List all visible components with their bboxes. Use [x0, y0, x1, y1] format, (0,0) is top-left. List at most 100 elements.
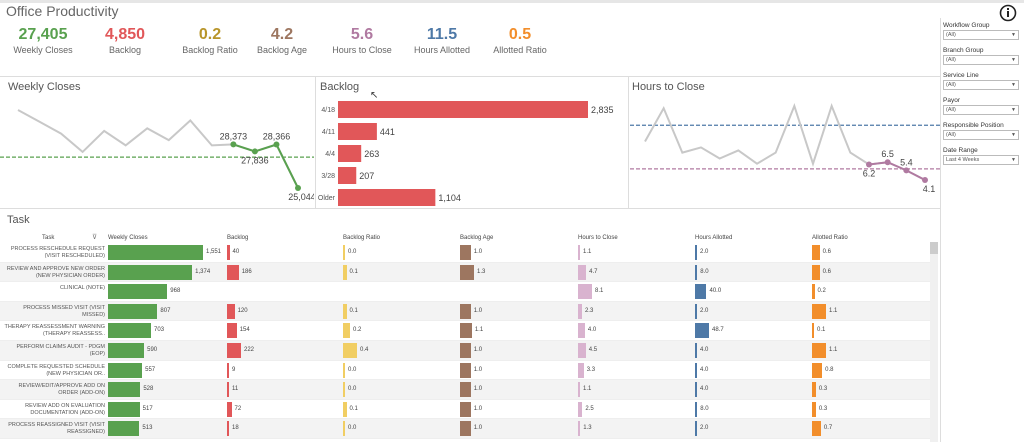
filter-value: (All)	[946, 32, 956, 38]
cell-value: 72	[234, 405, 242, 412]
cell-value: 528	[143, 386, 154, 393]
cell-bar	[343, 264, 347, 280]
cell-value: 0.1	[349, 405, 358, 412]
cell-bar	[812, 284, 815, 300]
cell-bar	[108, 323, 152, 339]
cell-bar	[227, 323, 237, 339]
data-label: 6.5	[881, 149, 894, 159]
cell-value: 120	[237, 307, 248, 314]
cell-value: 2.0	[700, 425, 709, 432]
scrollbar[interactable]	[930, 242, 938, 442]
table-row: PROCESS REASSIGNED VISIT (VISIT REASSIGN…	[0, 419, 930, 439]
cell-value: 0.6	[822, 268, 831, 275]
bar	[338, 145, 362, 162]
chart-title: Weekly Closes	[8, 81, 81, 93]
cell-bar	[578, 323, 585, 339]
table-row: REVIEW AND APPROVE NEW ORDER (NEW PHYSIC…	[0, 262, 930, 283]
task-name: REVIEW/EDIT/APPROVE ADD ON ORDER (ADD-ON…	[18, 383, 106, 397]
cell-bar	[578, 264, 587, 280]
info-icon[interactable]	[998, 3, 1018, 23]
kpi-label: Backlog Ratio	[182, 45, 238, 55]
data-label: 4.1	[923, 184, 936, 194]
task-name: PROCESS RESCHEDULE REQUEST (VISIT RESCHE…	[10, 246, 105, 259]
cell-value: 1.0	[473, 386, 483, 393]
column-header: Hours Allotted	[695, 235, 733, 241]
cell-value: 1.0	[473, 366, 483, 373]
kpi-value: 4.2	[270, 26, 294, 43]
cell-bar	[578, 362, 584, 378]
kpi: 4.2 Backlog Age	[242, 26, 322, 56]
cell-bar	[108, 284, 168, 300]
filter-label: Branch Group	[943, 47, 984, 54]
task-name: PROCESS MISSED VISIT (VISIT MISSED)	[23, 304, 105, 318]
kpi-value: 0.5	[508, 26, 532, 43]
data-label: 25,044	[288, 192, 314, 202]
cell-bar	[695, 362, 697, 378]
filter-dropdown[interactable]: Last 4 Weeks ▼	[943, 155, 1019, 165]
bar	[338, 101, 588, 118]
filter-value: Last 4 Weeks	[946, 157, 980, 163]
cell-value: 4.0	[700, 347, 709, 353]
cell-bar	[108, 401, 140, 417]
cell-bar	[460, 343, 471, 358]
cell-value: 8.0	[700, 405, 709, 412]
task-name: COMPLETE REQUESTED SCHEDULE (NEW PHYSICI…	[7, 363, 106, 377]
cell-bar	[812, 401, 816, 417]
cell-value: 1.0	[473, 425, 483, 432]
dropdown-arrow: ▼	[1011, 57, 1016, 63]
filter-dropdown[interactable]: (All) ▼	[943, 30, 1019, 40]
cell-value: 0.1	[817, 327, 826, 334]
cell-bar	[695, 382, 697, 398]
cell-value: 4.5	[588, 347, 598, 353]
cell-value: 1,374	[195, 268, 211, 275]
point	[251, 148, 258, 155]
cell-value: 0.2	[817, 288, 826, 295]
cell-value: 2.0	[700, 249, 709, 255]
filter-dropdown[interactable]: (All) ▼	[943, 105, 1019, 115]
highlight-line	[868, 161, 926, 181]
highlight-line	[233, 143, 299, 189]
cell-value: 0.0	[348, 249, 357, 255]
filter-dropdown[interactable]: (All) ▼	[943, 80, 1019, 90]
cell-bar	[343, 303, 347, 319]
kpi-label: Allotted Ratio	[493, 45, 547, 55]
cell-bar	[578, 382, 580, 398]
kpi-label: Backlog Age	[256, 45, 308, 55]
cell-bar	[578, 284, 592, 300]
cell-bar	[812, 323, 814, 339]
cell-bar	[695, 323, 709, 339]
cell-value: 807	[160, 307, 171, 314]
top-border	[0, 0, 1024, 3]
cell-value: 186	[241, 268, 252, 275]
cell-value: 40	[232, 249, 240, 255]
cell-value: 1.1	[474, 327, 484, 334]
filter-label: Workflow Group	[943, 22, 990, 29]
filter-dropdown[interactable]: (All) ▼	[943, 55, 1019, 65]
cell-value: 9	[232, 366, 236, 373]
task-name: THERAPY REASSESSMENT WARNING (THERAPY RE…	[4, 324, 105, 338]
cell-bar	[227, 421, 229, 437]
cell-value: 0.4	[360, 347, 369, 353]
table-row: THERAPY REASSESSMENT WARNING (THERAPY RE…	[0, 321, 930, 341]
table-row: PROCESS RESCHEDULE REQUEST (VISIT RESCHE…	[0, 243, 930, 263]
divider	[0, 76, 940, 77]
cell-value: 11	[232, 386, 239, 393]
y-tick-label: 4/18	[321, 107, 335, 114]
y-tick-label: 4/11	[322, 129, 335, 136]
filter-label: Service Line	[943, 72, 979, 79]
table-row: PERFORM CLAIMS AUDIT - PDGM (EOP) 590 222 0…	[0, 341, 930, 361]
cell-bar	[695, 303, 697, 319]
kpi-label: Weekly Closes	[13, 45, 73, 55]
cell-bar	[460, 323, 472, 339]
filter-dropdown[interactable]: (All) ▼	[943, 130, 1019, 140]
cell-value: 40.0	[709, 288, 722, 295]
cell-bar	[227, 401, 232, 417]
cell-bar	[695, 343, 697, 358]
cell-value: 3.3	[586, 366, 596, 373]
cell-bar	[695, 264, 698, 280]
task-name: REVIEW AND APPROVE NEW ORDER (NEW PHYSIC…	[6, 265, 105, 279]
dropdown-arrow: ▼	[1011, 32, 1016, 38]
kpi: 11.5 Hours Allotted	[402, 26, 482, 56]
cell-bar	[227, 343, 241, 358]
cell-value: 18	[232, 425, 239, 432]
